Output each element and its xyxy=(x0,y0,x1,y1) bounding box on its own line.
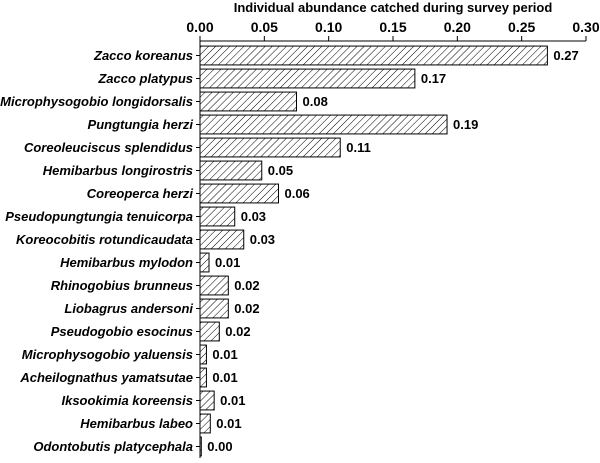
bar xyxy=(199,367,207,388)
data-label: 0.11 xyxy=(346,140,371,155)
data-label: 0.03 xyxy=(250,232,275,247)
category-label: Hemibarbus mylodon xyxy=(60,255,193,270)
data-label: 0.17 xyxy=(421,71,446,86)
bar xyxy=(199,183,279,204)
data-label: 0.05 xyxy=(268,163,293,178)
category-label: Zacco koreanus xyxy=(93,48,193,63)
data-label: 0.27 xyxy=(553,48,578,63)
x-tick-label: 0.20 xyxy=(444,19,471,35)
data-label: 0.01 xyxy=(216,416,241,431)
x-tick-label: 0.15 xyxy=(379,19,406,35)
bar xyxy=(199,344,207,365)
bar xyxy=(199,68,416,89)
data-label: 0.00 xyxy=(207,439,232,454)
bar xyxy=(199,45,548,66)
bar xyxy=(199,229,245,250)
category-label: Iksookimia koreensis xyxy=(61,393,193,408)
bar xyxy=(199,275,229,296)
category-label: Rhinogobius brunneus xyxy=(51,278,193,293)
category-label: Hemibarbus labeo xyxy=(80,416,193,431)
bar xyxy=(199,390,215,411)
data-label: 0.02 xyxy=(234,278,259,293)
x-tick-label: 0.10 xyxy=(315,19,342,35)
category-label: Acheilognathus yamatsutae xyxy=(19,370,193,385)
category-labels: Zacco koreanus Zacco platypus Microphysogo… xyxy=(0,48,200,454)
data-label: 0.02 xyxy=(225,324,250,339)
category-label: Microphysogobio yaluensis xyxy=(22,347,193,362)
category-label: Coreoperca herzi xyxy=(87,186,194,201)
x-tick-label: 0.25 xyxy=(508,19,535,35)
category-label: Hemibarbus longirostris xyxy=(43,163,193,178)
bar xyxy=(199,114,448,135)
data-label: 0.01 xyxy=(215,255,240,270)
bar xyxy=(199,206,236,227)
bar xyxy=(199,321,220,342)
bar xyxy=(199,413,211,434)
category-label: Koreocobitis rotundicaudata xyxy=(16,232,193,247)
bar xyxy=(199,160,263,181)
data-labels: 0.27 0.17 0.08 0.19 0.11 0.05 0.06 0.03 0.03 0.01… xyxy=(207,48,578,454)
category-label: Odontobutis platycephala xyxy=(33,439,193,454)
category-label: Pungtungia herzi xyxy=(88,117,194,132)
data-label: 0.01 xyxy=(220,393,245,408)
bars-group xyxy=(199,45,548,457)
category-label: Zacco platypus xyxy=(97,71,193,86)
category-label: Microphysogobio longidorsalis xyxy=(0,94,193,109)
x-tick-label: 0.05 xyxy=(251,19,278,35)
data-label: 0.06 xyxy=(284,186,309,201)
x-axis-title: Individual abundance catched during surv… xyxy=(234,0,553,15)
bar xyxy=(199,91,297,112)
bar xyxy=(199,436,202,457)
category-label: Pseudogobio esocinus xyxy=(51,324,193,339)
data-label: 0.01 xyxy=(212,370,237,385)
bar xyxy=(199,137,341,158)
data-label: 0.19 xyxy=(453,117,478,132)
data-label: 0.01 xyxy=(212,347,237,362)
category-label: Pseudopungtungia tenuicorpa xyxy=(5,209,193,224)
bar xyxy=(199,252,210,273)
data-label: 0.03 xyxy=(241,209,266,224)
category-label: Liobagrus andersoni xyxy=(64,301,193,316)
bar xyxy=(199,298,229,319)
data-label: 0.08 xyxy=(303,94,328,109)
category-label: Coreoleuciscus splendidus xyxy=(24,140,193,155)
x-tick-label: 0.00 xyxy=(186,19,213,35)
x-tick-label: 0.30 xyxy=(572,19,599,35)
data-label: 0.02 xyxy=(234,301,259,316)
